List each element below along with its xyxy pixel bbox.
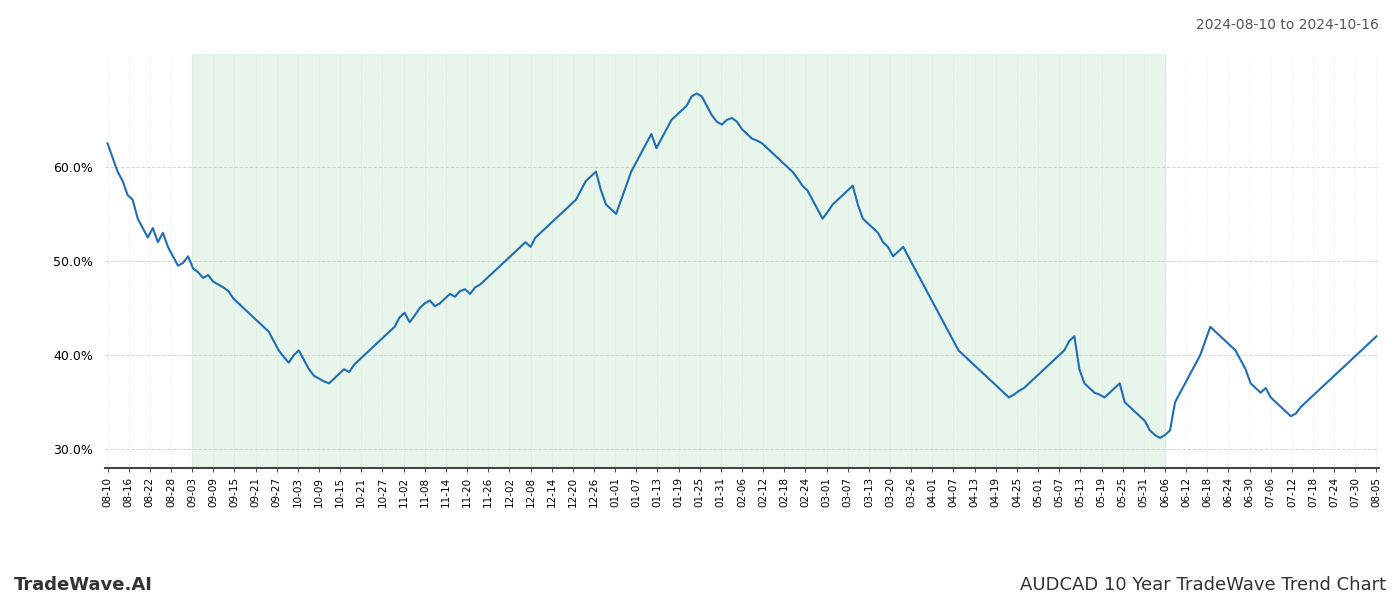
Text: 2024-08-10 to 2024-10-16: 2024-08-10 to 2024-10-16 bbox=[1196, 18, 1379, 32]
Text: TradeWave.AI: TradeWave.AI bbox=[14, 576, 153, 594]
Text: AUDCAD 10 Year TradeWave Trend Chart: AUDCAD 10 Year TradeWave Trend Chart bbox=[1019, 576, 1386, 594]
Bar bbox=[192, 54, 1165, 468]
